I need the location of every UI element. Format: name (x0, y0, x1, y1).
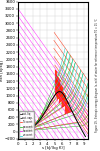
X-axis label: s [kJ/(kg K)]: s [kJ/(kg K)] (42, 146, 64, 150)
Legend: sat. liq., sat. vap., T=const, p=const, h=const, v=const: sat. liq., sat. vap., T=const, p=const, … (19, 111, 34, 138)
Y-axis label: exh [kJ/kg]: exh [kJ/kg] (0, 60, 4, 81)
Text: Figure 19 - Entropic exergy diagram (s, exh) of water for reference temperature : Figure 19 - Entropic exergy diagram (s, … (95, 19, 99, 132)
